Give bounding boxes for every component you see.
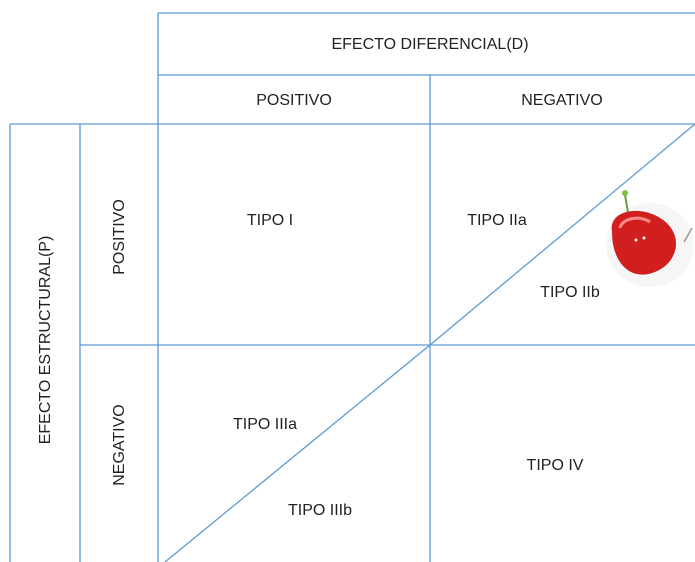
- cell-label: TIPO IIIb: [288, 502, 352, 519]
- cell-label: TIPO IV: [527, 457, 584, 474]
- row-header-title: EFECTO ESTRUCTURAL(P): [37, 236, 54, 445]
- diagonal: [429, 123, 695, 346]
- cell-label: TIPO IIa: [467, 212, 527, 229]
- column-header: POSITIVO: [256, 92, 332, 109]
- cell-label: TIPO I: [247, 212, 293, 229]
- diagonal: [164, 344, 431, 562]
- row-header: POSITIVO: [111, 199, 128, 275]
- cell-label: TIPO IIb: [540, 284, 600, 301]
- cell-label: TIPO IIIa: [233, 416, 297, 433]
- column-header: NEGATIVO: [521, 92, 603, 109]
- bean-icon: [606, 190, 694, 287]
- row-header: NEGATIVO: [111, 404, 128, 486]
- column-header-title: EFECTO DIFERENCIAL(D): [331, 36, 528, 53]
